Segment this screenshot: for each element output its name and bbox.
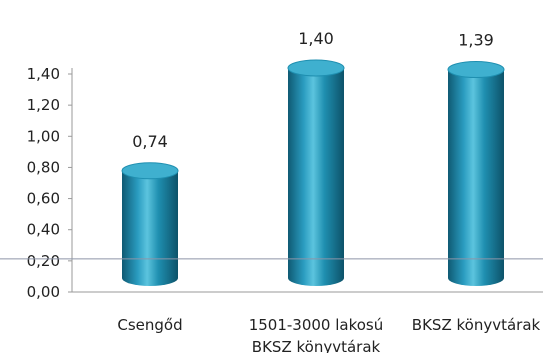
data-labels: 0,74 1,40 1,39 (132, 29, 494, 151)
y-tick-label: 0,40 (27, 221, 60, 239)
y-tick-label: 0,00 (27, 283, 60, 301)
data-label: 1,40 (298, 29, 334, 48)
bar (447, 61, 505, 286)
x-tick-label: BKSZ könyvtárak (252, 338, 381, 353)
x-tick-label: 1501-3000 lakosú (249, 316, 384, 334)
bars (121, 59, 505, 286)
y-tick-label: 1,40 (27, 65, 60, 83)
bar-body (288, 68, 344, 278)
bar (287, 59, 345, 286)
bar-body (122, 170, 178, 278)
bar-base (448, 270, 504, 286)
bar-body (448, 69, 504, 278)
bar-base (122, 270, 178, 286)
data-label: 1,39 (458, 31, 494, 50)
y-tick-label: 0,20 (27, 252, 60, 270)
y-tick-label: 0,60 (27, 190, 60, 208)
bar-top (447, 61, 505, 79)
y-axis: 0,00 0,20 0,40 0,60 0,80 1,00 1,20 1,40 (27, 65, 73, 301)
x-tick-label: Csengőd (117, 316, 182, 334)
bar-base (288, 270, 344, 286)
bar (121, 162, 179, 286)
data-label: 0,74 (132, 132, 168, 151)
bar-top (121, 162, 179, 180)
y-tick-label: 0,80 (27, 158, 60, 176)
y-tick-label: 1,20 (27, 96, 60, 114)
x-tick-label: BKSZ könyvtárak (412, 316, 541, 334)
y-tick-label: 1,00 (27, 127, 60, 145)
x-axis: Csengőd 1501-3000 lakosú BKSZ könyvtárak BK… (72, 291, 543, 353)
bar-top (287, 59, 345, 77)
